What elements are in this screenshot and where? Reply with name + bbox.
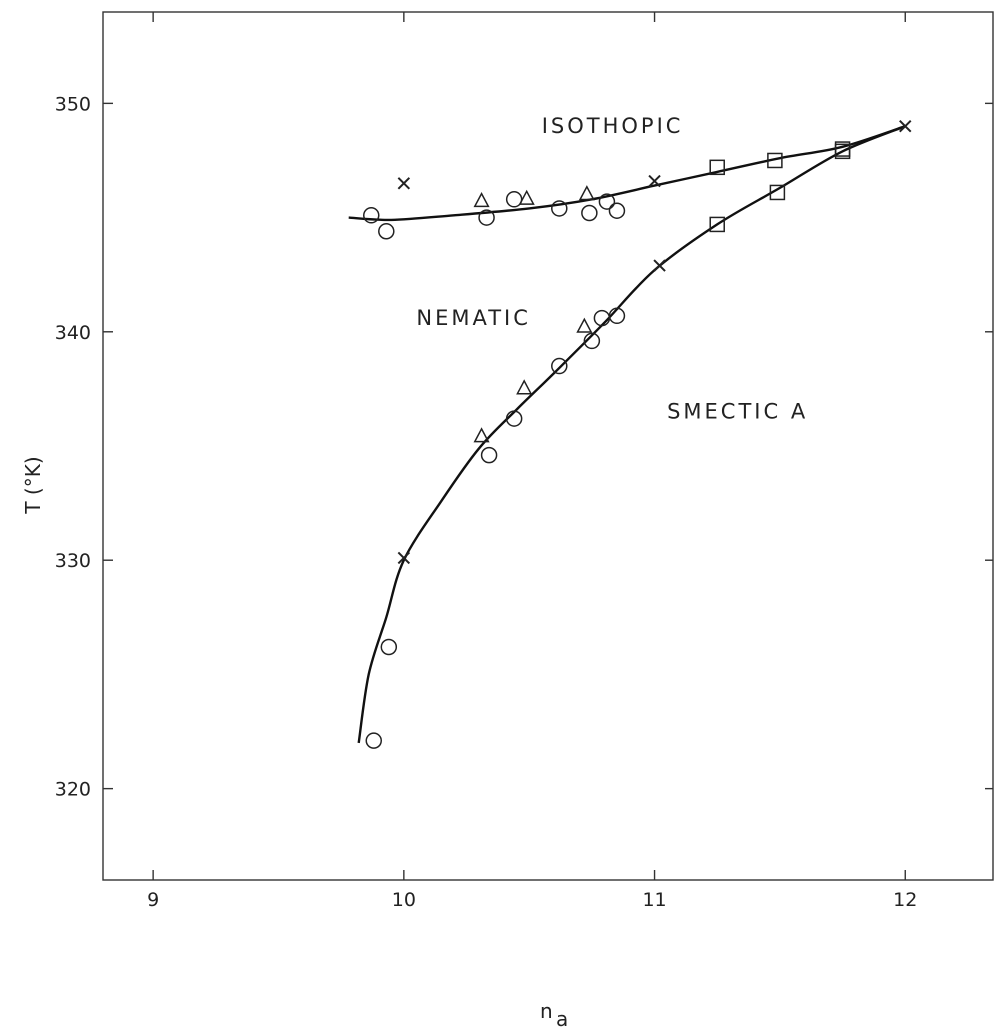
circle-point-9 bbox=[365, 732, 383, 749]
square-point-1 bbox=[709, 159, 725, 176]
plot-frame bbox=[102, 11, 994, 881]
cross-point-4-stroke-b bbox=[397, 551, 411, 565]
data-markers bbox=[363, 120, 912, 749]
triangle-point-2 bbox=[518, 189, 535, 205]
cross-point-1-stroke-b bbox=[397, 177, 411, 190]
x-axis-label-main: n bbox=[540, 999, 553, 1023]
x-axis-label-subscript: a bbox=[556, 1007, 568, 1031]
circle-point-16 bbox=[608, 307, 626, 325]
circle-point-13 bbox=[551, 357, 568, 375]
cross-point-1 bbox=[397, 177, 411, 190]
y-tick-label-320: 320 bbox=[55, 779, 91, 801]
x-axis-ticks: 9 10 11 12 bbox=[147, 12, 917, 911]
cross-point-2 bbox=[648, 174, 661, 188]
square-point-2 bbox=[767, 152, 783, 169]
triangle-point-1 bbox=[473, 191, 490, 208]
cross-point-5-stroke-b bbox=[653, 259, 666, 272]
region-label-smectic-a: SMECTIC A bbox=[667, 400, 808, 424]
region-label-isothopic: ISOTHOPIC bbox=[542, 114, 684, 138]
cross-point-2-stroke-b bbox=[648, 174, 661, 188]
circle-point-11 bbox=[480, 446, 498, 464]
triangle-point-5 bbox=[516, 379, 533, 395]
y-axis-label: T (°K) bbox=[21, 456, 45, 514]
y-tick-label-350: 350 bbox=[55, 93, 91, 115]
x-tick-label-12: 12 bbox=[893, 889, 917, 911]
y-tick-label-330: 330 bbox=[55, 550, 91, 572]
x-tick-label-9: 9 bbox=[147, 889, 159, 911]
circle-point-14 bbox=[583, 332, 601, 350]
x-tick-label-10: 10 bbox=[392, 889, 416, 911]
triangle-point-3 bbox=[578, 185, 595, 201]
circle-point-10 bbox=[380, 638, 398, 656]
circle-point-1 bbox=[363, 207, 380, 224]
square-point-5 bbox=[769, 184, 786, 201]
y-tick-label-340: 340 bbox=[55, 322, 91, 344]
cross-point-3 bbox=[899, 120, 912, 133]
region-label-nematic: NEMATIC bbox=[416, 306, 531, 330]
transition-curve-1 bbox=[348, 125, 906, 222]
cross-point-4 bbox=[397, 551, 411, 565]
circle-point-2 bbox=[378, 223, 395, 240]
circle-point-7 bbox=[598, 193, 616, 210]
transition-curves bbox=[348, 125, 906, 744]
triangle-point-6 bbox=[576, 317, 593, 333]
square-point-4 bbox=[709, 216, 725, 233]
circle-point-5 bbox=[551, 200, 568, 217]
cross-point-3-stroke-b bbox=[899, 120, 912, 133]
square-point-6 bbox=[834, 143, 851, 160]
x-tick-label-11: 11 bbox=[642, 889, 666, 911]
circle-point-3 bbox=[478, 209, 495, 226]
circle-point-8 bbox=[608, 202, 626, 219]
circle-point-6 bbox=[581, 204, 598, 222]
transition-curve-2 bbox=[357, 125, 906, 744]
cross-point-5 bbox=[653, 259, 666, 272]
triangle-point-4 bbox=[473, 427, 490, 443]
y-axis-ticks: 320 330 340 350 bbox=[55, 93, 993, 801]
circle-point-12 bbox=[505, 410, 523, 427]
region-labels: ISOTHOPIC NEMATIC SMECTIC A bbox=[416, 114, 808, 424]
